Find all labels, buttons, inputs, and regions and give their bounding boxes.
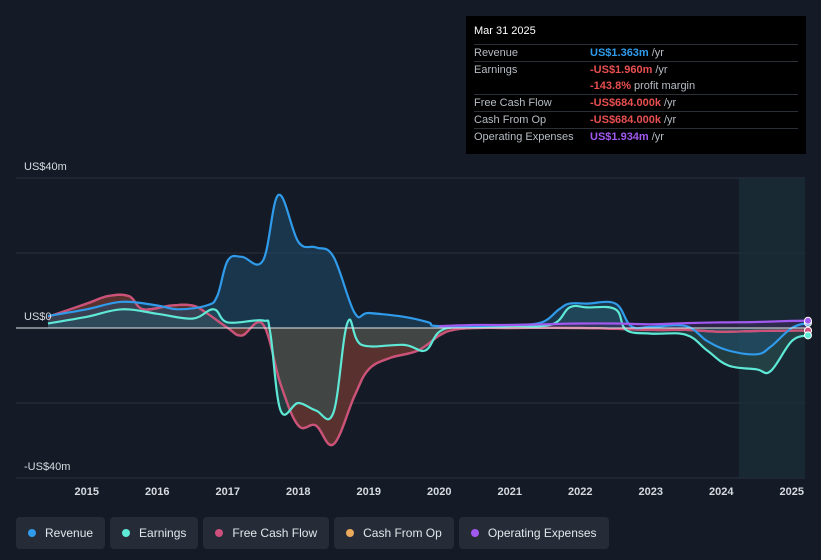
tooltip-row-unit: /yr [655,64,668,76]
x-tick-label: 2018 [286,486,310,498]
legend-dot-icon [215,529,224,537]
line-operating-expenses [439,319,809,328]
legend-dot-icon [122,529,131,537]
legend-item-revenue[interactable]: Revenue [16,517,106,549]
legend-item-operating-expenses[interactable]: Operating Expenses [458,517,609,549]
x-tick-label: 2017 [216,486,240,498]
tooltip-row-unit: /yr [663,114,677,126]
x-tick-label: 2015 [75,486,99,498]
tooltip-row-label: Earnings [474,64,518,76]
x-tick-label: 2019 [357,486,381,498]
tooltip-row-value: -US$684.000k [590,114,661,126]
legend-label: Earnings [139,526,187,540]
line-earnings [47,304,809,421]
tooltip-panel: Mar 31 2025 Revenue US$1.363m/yr Earnings -… [466,16,806,154]
legend-label: Operating Expenses [487,526,597,540]
x-tick-label: 2024 [709,486,734,498]
tooltip-row-value: -US$1.960m [590,64,653,76]
tooltip-row-value: US$1.363m [590,47,649,59]
x-tick-label: 2016 [145,486,169,498]
tooltip-row-unit: /yr [651,47,664,59]
tooltip-rows: Revenue US$1.363m/yr Earnings -US$1.960m/yr… [474,44,798,145]
tooltip-row-label: Cash From Op [474,114,547,126]
tooltip-row: Free Cash Flow -US$684.000k/yr [474,94,798,111]
line-free-cash-flow [47,293,809,447]
x-tick-label: 2025 [780,486,804,498]
legend-dot-icon [470,529,479,537]
series-areas [48,194,808,446]
tooltip-row-unit: /yr [651,131,664,143]
legend-item-earnings[interactable]: Earnings [110,517,199,549]
tooltip-row-unit: /yr [663,97,677,109]
tooltip-date: Mar 31 2025 [474,25,536,37]
legend-item-free-cash-flow[interactable]: Free Cash Flow [203,517,330,549]
tooltip-row-value: US$1.934m [590,131,649,143]
tooltip-row: Cash From Op -US$684.000k/yr [474,111,798,128]
x-tick-label: 2021 [498,486,522,498]
end-marker-operating-expenses [803,316,812,325]
series-lines [47,193,809,447]
y-tick-label-zero: US$0 [24,311,52,323]
tooltip-row-label: Free Cash Flow [474,97,552,109]
tooltip-row-label: Operating Expenses [474,131,574,143]
tooltip-row-value: -143.8% [590,80,631,92]
legend-label: Cash From Op [363,526,442,540]
area-free-cash-flow [48,294,808,446]
tooltip-row: Operating Expenses US$1.934m/yr [474,128,798,145]
legend-label: Free Cash Flow [232,526,318,540]
tooltip-row-unit: profit margin [633,80,696,92]
legend: Revenue Earnings Free Cash Flow Cash From O… [16,517,609,549]
legend-dot-icon [346,529,355,537]
series-end-markers [803,316,812,340]
x-tick-label: 2023 [639,486,663,498]
x-axis-ticks: 2015 2016 2017 2018 2019 2020 2021 2022 2023 2024… [75,486,804,498]
y-tick-label-bottom: -US$40m [24,461,70,473]
x-tick-label: 2022 [568,486,592,498]
tooltip-row: Revenue US$1.363m/yr [474,44,798,61]
end-marker-earnings [803,331,812,340]
line-revenue [47,193,809,356]
legend-label: Revenue [45,526,94,540]
legend-item-cash-from-op[interactable]: Cash From Op [334,517,454,549]
tooltip-row-label [474,78,590,94]
tooltip-row-label: Revenue [474,47,519,59]
tooltip-row-value: -US$684.000k [590,97,661,109]
grid [16,177,805,479]
y-tick-label-top: US$40m [24,161,67,173]
x-tick-label: 2020 [427,486,451,498]
area-revenue [48,194,808,355]
tooltip-row: Earnings -US$1.960m/yr [474,61,798,78]
tooltip-row: -143.8% profit margin [474,78,798,94]
legend-dot-icon [28,529,36,537]
